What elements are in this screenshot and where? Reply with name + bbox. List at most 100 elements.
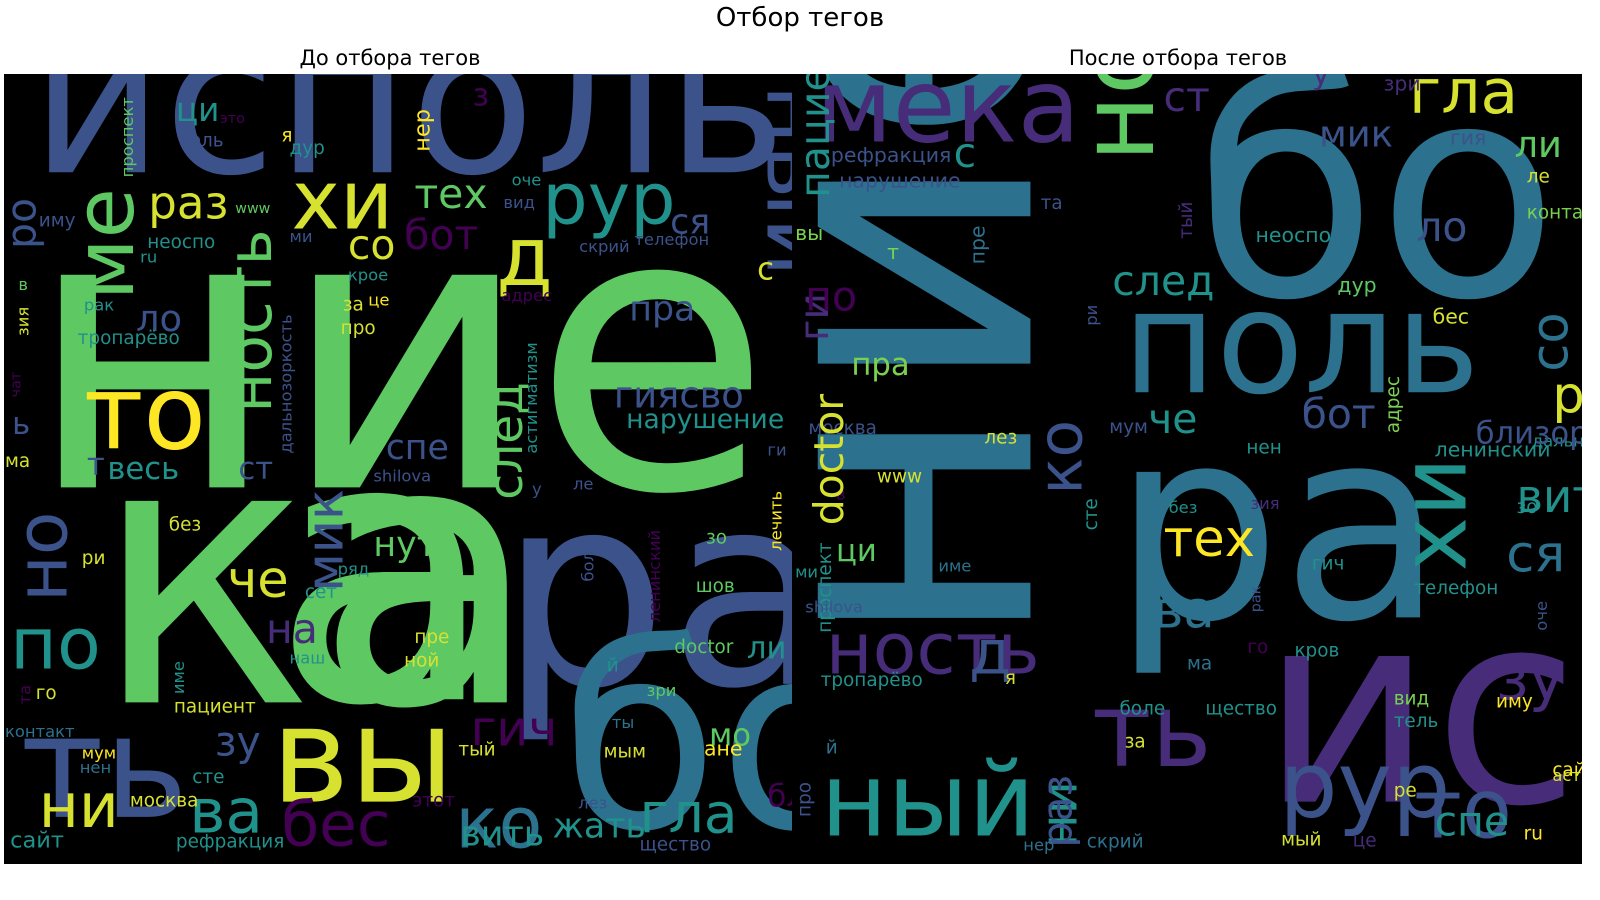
wordcloud-word: я [1005, 668, 1016, 689]
wordcloud-word: мум [1109, 417, 1148, 438]
wordcloud-word: зия [14, 307, 33, 336]
wordcloud-word: тый [1176, 202, 1197, 239]
wordcloud-word: ци [176, 91, 220, 129]
wordcloud-background [792, 74, 1582, 864]
wordcloud-word: с [954, 129, 977, 177]
wordcloud-word: сте [1081, 498, 1102, 530]
wordcloud-word: без [1169, 498, 1198, 517]
wordcloud-word: д [496, 210, 553, 305]
right-panel-title: После отбора тегов [1068, 46, 1288, 70]
wordcloud-word: сет [305, 582, 337, 603]
wordcloud-word: по [805, 272, 857, 320]
wordcloud-word: з [473, 79, 489, 114]
wordcloud-word: вить [460, 815, 544, 855]
wordcloud-word: чат [8, 372, 24, 398]
wordcloud-word: ци [836, 534, 877, 569]
wordcloud-word: телефон [634, 230, 709, 249]
wordcloud-word: рефракция [176, 832, 284, 853]
wordcloud-word: doctor [674, 637, 734, 658]
wordcloud-word: скрий [579, 237, 630, 256]
wordcloud-word: вид [503, 193, 535, 212]
wordcloud-word: адрес [501, 286, 552, 305]
wordcloud-word: бо [561, 591, 794, 864]
wordcloud-word: ми [290, 227, 313, 246]
wordcloud-word: тех [1163, 510, 1255, 569]
wordcloud-word: ленинский [645, 530, 664, 623]
wordcloud-word: зо [1517, 497, 1538, 518]
wordcloud-word: ко [1026, 420, 1097, 495]
wordcloud-word: ся [1506, 525, 1565, 584]
wordcloud-word: зия [1250, 494, 1279, 513]
wordcloud-word: рак [1249, 585, 1265, 612]
wordcloud-word: щество [639, 835, 711, 856]
wordcloud-word: ли [747, 631, 787, 666]
wordcloud-word: исполь [31, 74, 787, 221]
wordcloud-word: гла [1409, 74, 1518, 128]
wordcloud-word: мека [816, 74, 1081, 167]
wordcloud-word: без [169, 514, 201, 535]
wordcloud-word: гия [1450, 126, 1486, 150]
wordcloud-before-canvas: ниекааиспольрабовытотьхименыйдрурностьра… [4, 74, 794, 864]
wordcloud-word: ст [238, 452, 273, 487]
wordcloud-word: гла [639, 782, 737, 846]
wordcloud-word: ги [792, 293, 838, 341]
wordcloud-word: ние [792, 74, 1122, 653]
wordcloud-word: ло [1416, 203, 1467, 251]
wordcloud-word: ь [12, 407, 30, 442]
wordcloud-word: ра [1112, 370, 1444, 680]
wordcloud-word: мик [297, 489, 356, 592]
wordcloud-word: ва [189, 776, 263, 847]
wordcloud-word: рефракция [831, 143, 951, 167]
wordcloud-word: по [10, 603, 101, 686]
wordcloud-word: нер [410, 109, 436, 152]
wordcloud-word: ма [5, 451, 30, 472]
wordcloud-word: нен [80, 758, 111, 777]
wordcloud-word: то [84, 355, 206, 474]
wordcloud-word: ст [1163, 74, 1209, 121]
wordcloud-word: тый [458, 740, 495, 761]
wordcloud-word: ли [1514, 123, 1561, 166]
wordcloud-word: иму [39, 210, 76, 231]
wordcloud-word: зри [1383, 74, 1420, 95]
wordcloud-word: ми [795, 562, 818, 581]
wordcloud-word: ис [1261, 555, 1580, 864]
wordcloud-word: ги [767, 441, 786, 460]
wordcloud-word: поль [1123, 259, 1480, 426]
wordcloud-word: че [227, 551, 289, 610]
wordcloud-word: сайт [10, 828, 64, 854]
wordcloud-word: ни [1030, 781, 1089, 848]
wordcloud-word: астигматизм [522, 342, 541, 453]
wordcloud-word: я [281, 126, 292, 147]
wordcloud-word: ной [404, 651, 439, 672]
wordcloud-word: ва [1153, 582, 1215, 641]
wordcloud-word: спе [1435, 797, 1509, 845]
wordcloud-word: шов [696, 576, 735, 597]
wordcloud-word: тель [179, 131, 224, 152]
wordcloud-word: ра [499, 437, 794, 747]
wordcloud-word: нуть [373, 525, 457, 565]
wordcloud-word: на [266, 605, 318, 653]
wordcloud-word: иму [1496, 691, 1533, 712]
wordcloud-word: це [1353, 831, 1377, 852]
wordcloud-word: ru [1524, 823, 1543, 844]
wordcloud-word: близорукость [1476, 416, 1582, 451]
wordcloud-word: www [235, 201, 270, 217]
wordcloud-word: рур [1279, 732, 1450, 839]
wordcloud-word: го [36, 683, 57, 704]
wordcloud-word: адрес [1383, 376, 1404, 433]
wordcloud-word: ряд [338, 559, 370, 578]
wordcloud-word: контакт [5, 722, 75, 741]
wordcloud-word: этот [412, 791, 455, 812]
wordcloud-word: в [836, 485, 846, 504]
wordcloud-word: ни [39, 771, 119, 842]
wordcloud-word: ле [1527, 166, 1550, 187]
wordcloud-word: зу [1496, 643, 1565, 714]
wordcloud-word: неоспо [147, 232, 215, 253]
wordcloud-word: ть [1092, 672, 1212, 791]
wordcloud-word: боле [578, 541, 597, 582]
wordcloud-word: оче [1532, 601, 1551, 631]
wordcloud-word: нер [1023, 836, 1054, 855]
wordcloud-word: ле [573, 474, 594, 493]
